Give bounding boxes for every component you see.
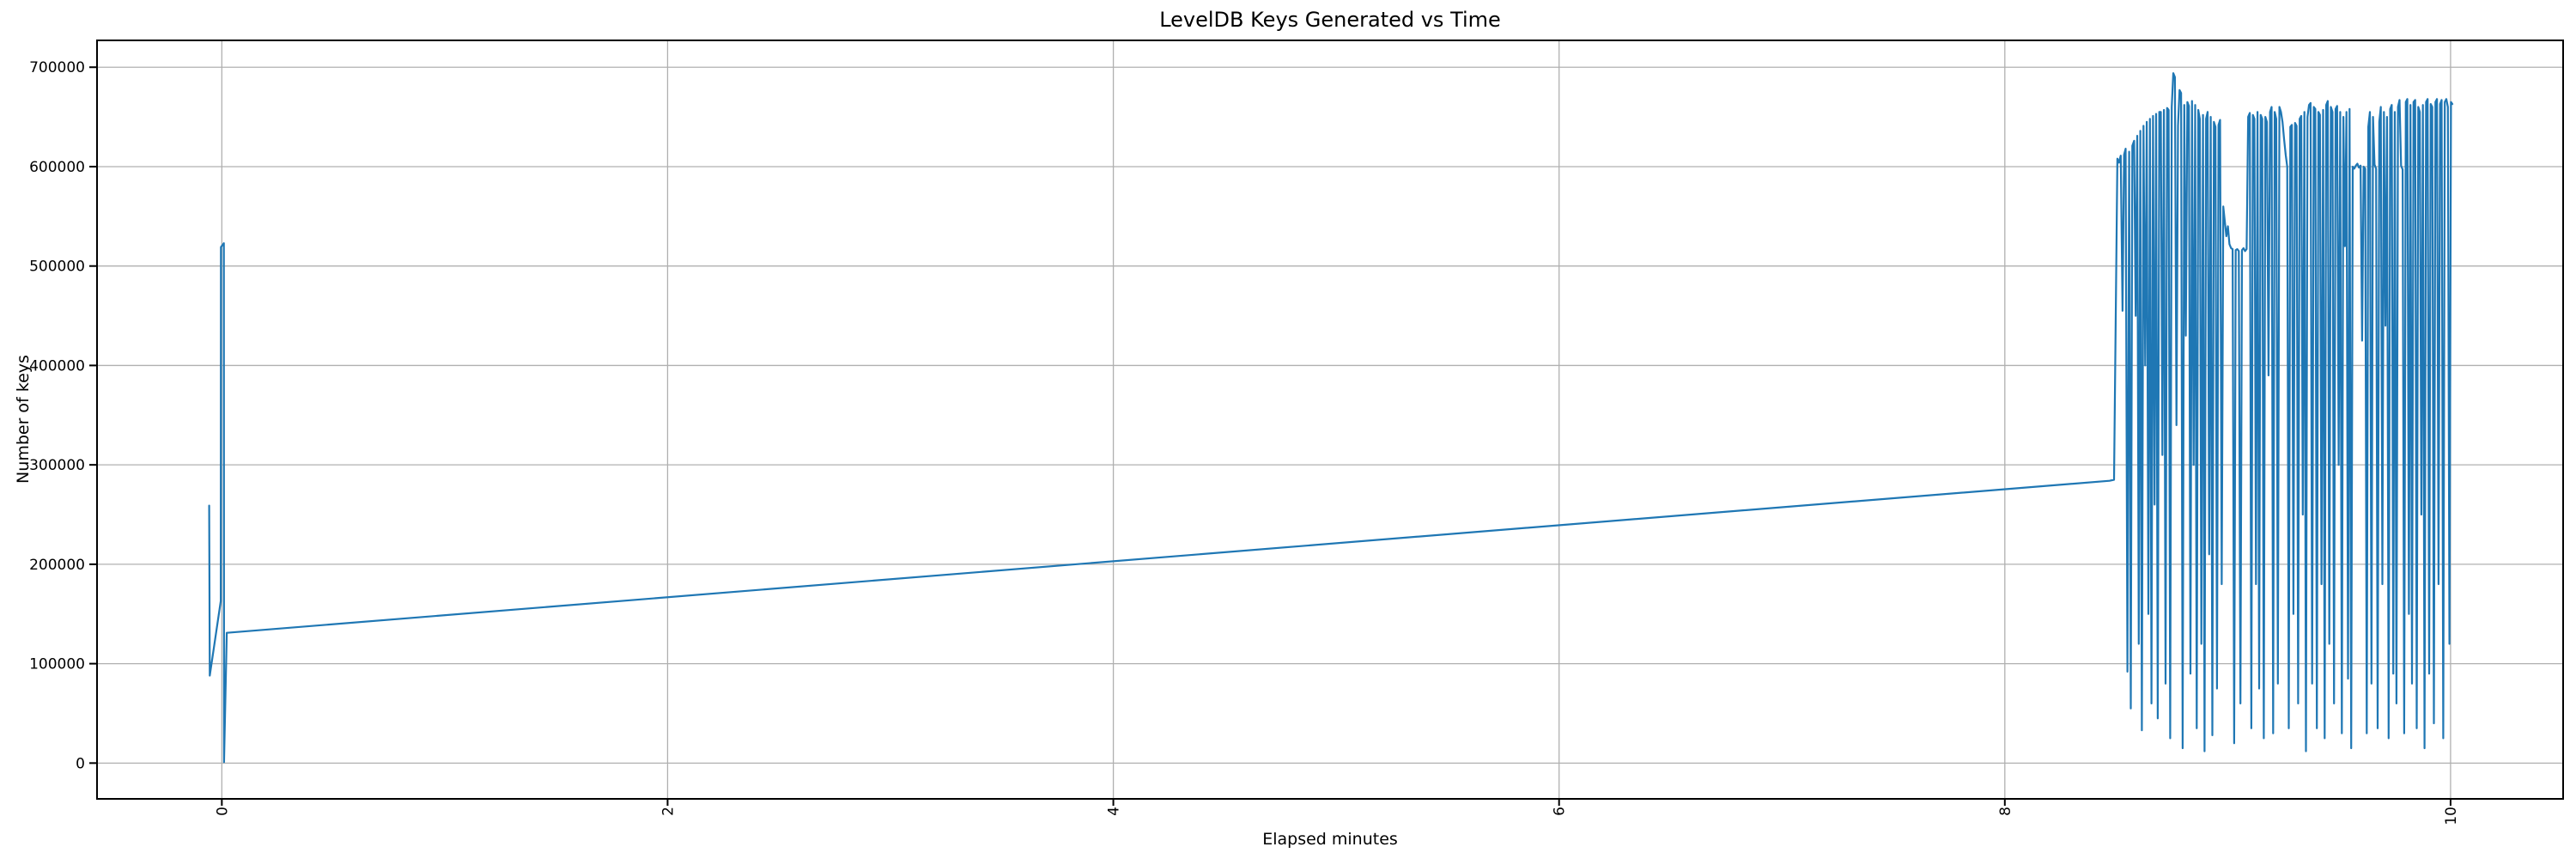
- x-axis-label: Elapsed minutes: [1262, 830, 1398, 849]
- y-tick-label: 600000: [29, 159, 85, 176]
- y-tick-label: 500000: [29, 259, 85, 276]
- x-tick-label: 0: [214, 807, 231, 816]
- y-tick-label: 200000: [29, 557, 85, 574]
- chart-title: LevelDB Keys Generated vs Time: [1159, 8, 1501, 32]
- y-tick-label: 100000: [29, 656, 85, 673]
- y-tick-label: 700000: [29, 59, 85, 76]
- plot-border: [96, 40, 2564, 800]
- y-tick-label: 300000: [29, 457, 85, 474]
- x-tick-label: 4: [1106, 807, 1123, 816]
- x-tick-label: 6: [1552, 807, 1569, 816]
- series-line: [208, 72, 2454, 764]
- y-tick-label: 400000: [29, 357, 85, 375]
- x-tick-label: 10: [2443, 807, 2460, 825]
- x-tick-label: 2: [659, 807, 677, 816]
- tick-layer: 0 100000 200000 300000 400000 500000 600000 700…: [29, 59, 2460, 825]
- y-tick-label: 0: [76, 755, 85, 772]
- y-axis-label: Number of keys: [14, 355, 33, 484]
- x-tick-label: 8: [1997, 807, 2014, 816]
